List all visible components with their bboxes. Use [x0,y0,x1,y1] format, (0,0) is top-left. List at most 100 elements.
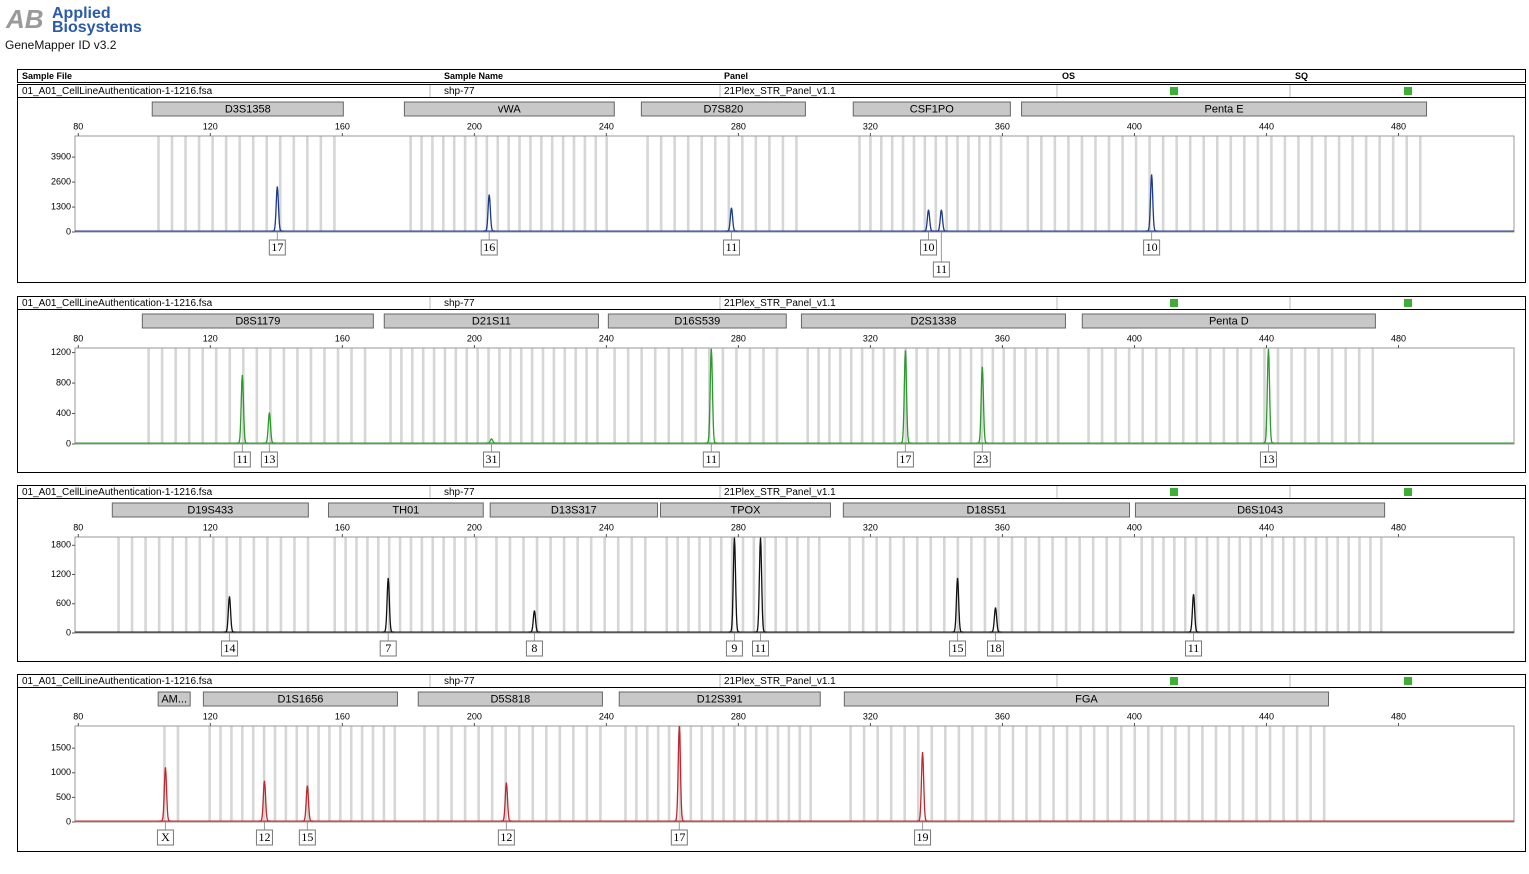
bin [640,348,643,444]
panel-name: 21Plex_STR_Panel_v1.1 [724,298,836,309]
bin [269,348,272,444]
x-tick-label: 200 [467,522,482,532]
bin [624,726,627,822]
bin [333,136,336,232]
column-label: Sample Name [444,71,503,81]
bin [1347,537,1350,633]
bin [344,537,347,633]
y-tick-label: 1800 [51,540,71,550]
bin [741,136,744,232]
x-tick-label: 400 [1127,522,1142,532]
bin [719,537,723,633]
allele-box [525,640,543,657]
bin [912,136,916,232]
locus-bar [607,313,787,329]
locus-name: D16S539 [674,315,720,327]
bin [1283,136,1287,232]
allele-box [298,829,316,846]
bin [262,726,266,822]
bin [937,348,940,444]
bin [1228,726,1231,822]
bin [465,348,469,444]
bin [1092,726,1096,822]
bin [665,537,669,633]
bin [775,348,779,444]
bin [238,136,241,232]
bin [349,726,353,822]
bin [945,136,948,232]
bin [1107,136,1111,232]
bin [1133,726,1137,822]
bin [572,726,575,822]
bin [1215,136,1219,232]
bin [1011,726,1015,822]
x-tick-label: 320 [863,333,878,343]
bin [656,726,660,822]
bin [1322,726,1326,822]
allele-box [379,640,397,657]
bin [901,136,905,232]
bin [752,537,756,633]
bin [748,348,752,444]
bin [306,136,309,232]
allele-box [932,261,950,278]
y-tick-label: 1300 [51,201,71,211]
column-label: Panel [724,71,748,81]
bin [700,136,704,232]
bin [157,136,160,232]
bin [130,537,134,633]
bin [535,537,539,633]
bin [594,136,598,232]
x-tick-label: 440 [1259,121,1274,131]
bin [198,537,202,633]
allele-label: 9 [731,641,737,655]
bin [680,348,684,444]
peak [1262,348,1275,444]
bin [626,348,630,444]
x-tick-label: 120 [203,333,218,343]
bin [1121,136,1124,232]
bin [999,136,1003,232]
x-tick-label: 280 [731,121,746,131]
panel-name: 21Plex_STR_Panel_v1.1 [724,86,836,97]
y-tick-label: 800 [56,377,71,387]
bin [293,537,296,633]
bin [1013,348,1016,444]
sample-file: 01_A01_CellLineAuthentication-1-1216.fsa [22,298,213,309]
bin [147,348,150,444]
locus-name: vWA [498,103,521,115]
bin [653,348,657,444]
bin [363,348,367,444]
bin [477,726,480,822]
peak [485,438,498,444]
y-tick-label: 0 [66,438,71,448]
locus-name: TPOX [731,504,762,516]
bin [630,537,634,633]
bin [1154,348,1158,444]
peak [271,186,284,232]
peak [263,412,276,444]
bin [549,537,552,633]
plot-frame [74,536,1515,634]
allele-label: 11 [237,452,249,466]
bin [988,136,992,232]
allele-label: 11 [706,452,718,466]
bin [1100,348,1104,444]
bin [1056,348,1060,444]
bin [698,537,701,633]
x-tick-label: 200 [467,121,482,131]
x-tick-label: 440 [1259,711,1274,721]
bin [1106,726,1109,822]
sample-name: shp-77 [444,86,475,97]
bin [1295,726,1299,822]
bin [306,726,309,822]
bin [934,136,938,232]
allele-box [973,451,991,468]
logo-mark: AB [5,4,44,34]
bin [980,348,984,444]
bin [328,726,331,822]
y-tick-label: 500 [56,792,71,802]
allele-label: 11 [755,641,767,655]
